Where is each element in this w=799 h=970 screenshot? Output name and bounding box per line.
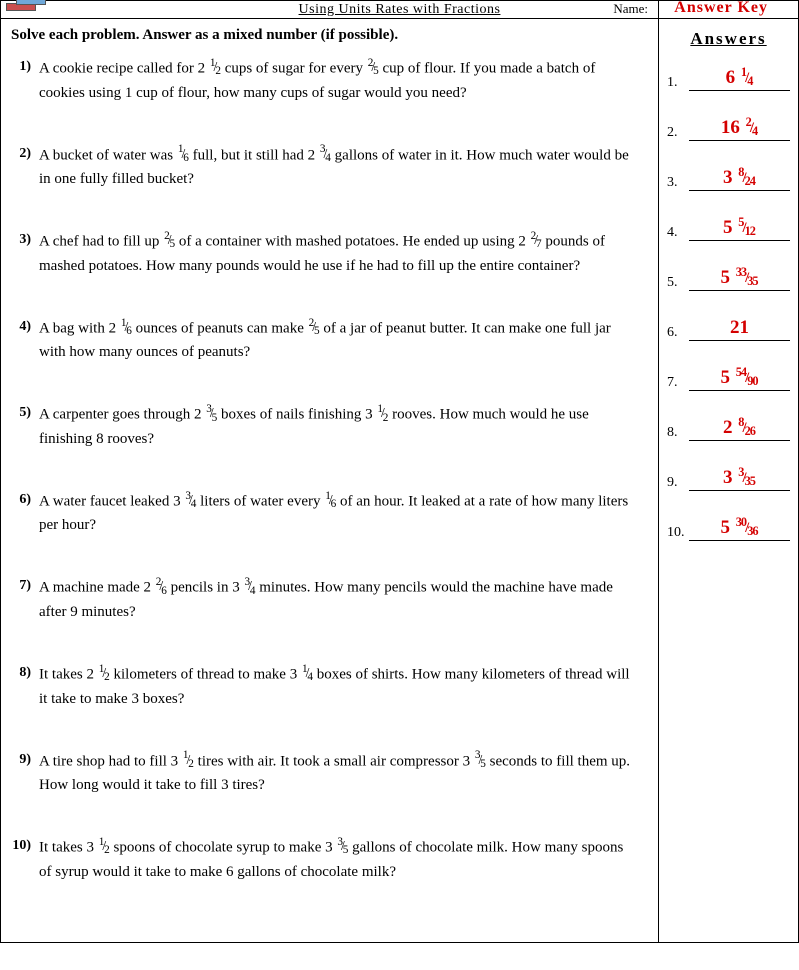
answer-row: 1.6 1/4	[667, 67, 790, 91]
problem-text: A water faucet leaked 3 3/4 liters of wa…	[39, 489, 648, 538]
problem-row: 9)A tire shop had to fill 3 1/2 tires wi…	[11, 749, 648, 798]
problem-number: 9)	[11, 749, 39, 798]
problem-row: 2)A bucket of water was 1/6 full, but it…	[11, 143, 648, 192]
answer-value: 16 2/4	[689, 117, 790, 141]
answer-row: 5.5 33/35	[667, 267, 790, 291]
problem-number: 1)	[11, 56, 39, 105]
answer-number: 6.	[667, 325, 689, 341]
answer-value: 3 3/35	[689, 467, 790, 491]
problem-row: 6)A water faucet leaked 3 3/4 liters of …	[11, 489, 648, 538]
problems-column: Solve each problem. Answer as a mixed nu…	[1, 1, 658, 942]
answer-value: 5 33/35	[689, 267, 790, 291]
problem-text: A machine made 2 2/6 pencils in 3 3/4 mi…	[39, 575, 648, 624]
answer-value: 6 1/4	[689, 67, 790, 91]
answer-number: 9.	[667, 475, 689, 491]
answer-row: 7.5 54/90	[667, 367, 790, 391]
answer-value: 5 54/90	[689, 367, 790, 391]
problem-number: 7)	[11, 575, 39, 624]
problem-text: A tire shop had to fill 3 1/2 tires with…	[39, 749, 648, 798]
answer-row: 10.5 30/36	[667, 517, 790, 541]
name-label: Name:	[613, 1, 648, 17]
answers-column: Answers 1.6 1/42.16 2/43.3 8/244.5 5/125…	[658, 1, 798, 942]
answer-number: 7.	[667, 375, 689, 391]
problem-text: A bucket of water was 1/6 full, but it s…	[39, 143, 648, 192]
answer-row: 9.3 3/35	[667, 467, 790, 491]
header: Using Units Rates with Fractions Name: A…	[1, 1, 798, 19]
problem-row: 5)A carpenter goes through 2 3/5 boxes o…	[11, 402, 648, 451]
answer-value: 3 8/24	[689, 167, 790, 191]
answer-row: 4.5 5/12	[667, 217, 790, 241]
problem-row: 7)A machine made 2 2/6 pencils in 3 3/4 …	[11, 575, 648, 624]
problem-number: 8)	[11, 662, 39, 711]
answer-row: 8.2 8/26	[667, 417, 790, 441]
problem-number: 4)	[11, 316, 39, 365]
problem-number: 6)	[11, 489, 39, 538]
answer-number: 10.	[667, 525, 689, 541]
answer-number: 5.	[667, 275, 689, 291]
problem-row: 4)A bag with 2 1/6 ounces of peanuts can…	[11, 316, 648, 365]
answers-list: 1.6 1/4 2.16 2/4 3.3 8/24 4.5 5/12 5.5 33/35…	[667, 67, 790, 541]
answer-value: 2 8/26	[689, 417, 790, 441]
answer-number: 1.	[667, 75, 689, 91]
problem-text: It takes 3 1/2 spoons of chocolate syrup…	[39, 835, 648, 884]
answer-number: 3.	[667, 175, 689, 191]
problem-row: 3)A chef had to fill up 2/5 of a contain…	[11, 229, 648, 278]
answers-heading: Answers	[667, 29, 790, 49]
instructions: Solve each problem. Answer as a mixed nu…	[11, 27, 648, 44]
problem-number: 2)	[11, 143, 39, 192]
answer-value: 5 5/12	[689, 217, 790, 241]
answer-row: 6.21	[667, 317, 790, 341]
problem-row: 8)It takes 2 1/2 kilometers of thread to…	[11, 662, 648, 711]
problems-list: 1)A cookie recipe called for 2 1/2 cups …	[11, 56, 648, 884]
problem-row: 10)It takes 3 1/2 spoons of chocolate sy…	[11, 835, 648, 884]
answer-key-label: Answer Key	[674, 0, 768, 17]
answer-value: 5 30/36	[689, 517, 790, 541]
books-icon	[1, 0, 61, 17]
answer-value: 21	[689, 317, 790, 341]
answer-number: 8.	[667, 425, 689, 441]
worksheet-page: Using Units Rates with Fractions Name: A…	[0, 0, 799, 943]
problem-number: 10)	[11, 835, 39, 884]
problem-number: 3)	[11, 229, 39, 278]
answer-row: 2.16 2/4	[667, 117, 790, 141]
problem-text: A carpenter goes through 2 3/5 boxes of …	[39, 402, 648, 451]
answer-number: 2.	[667, 125, 689, 141]
problem-row: 1)A cookie recipe called for 2 1/2 cups …	[11, 56, 648, 105]
problem-text: A bag with 2 1/6 ounces of peanuts can m…	[39, 316, 648, 365]
problem-text: It takes 2 1/2 kilometers of thread to m…	[39, 662, 648, 711]
worksheet-title: Using Units Rates with Fractions	[299, 2, 501, 18]
answer-number: 4.	[667, 225, 689, 241]
problem-text: A cookie recipe called for 2 1/2 cups of…	[39, 56, 648, 105]
problem-text: A chef had to fill up 2/5 of a container…	[39, 229, 648, 278]
problem-number: 5)	[11, 402, 39, 451]
answer-row: 3.3 8/24	[667, 167, 790, 191]
